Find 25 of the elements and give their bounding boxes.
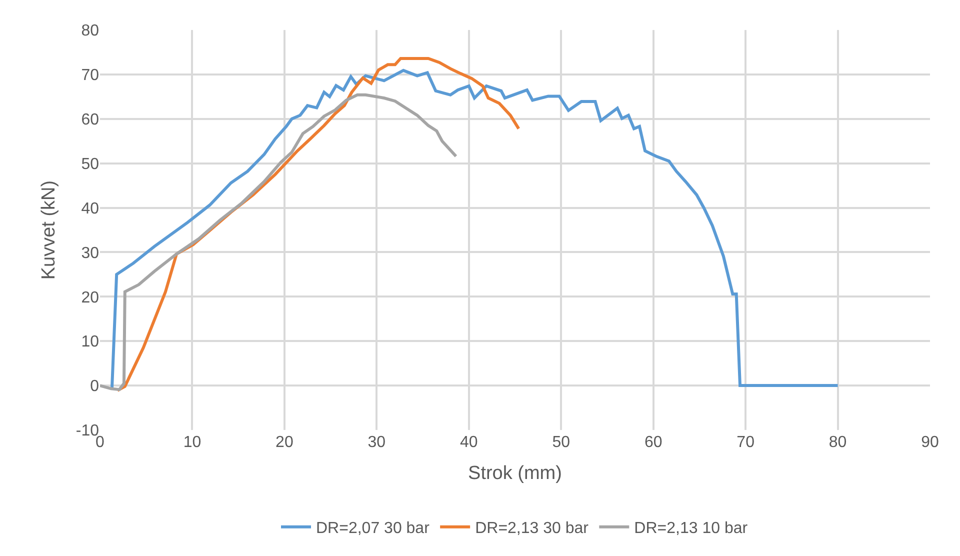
y-tick-label: 60: [81, 111, 100, 128]
line-series: [110, 68, 840, 390]
x-tick-label: 70: [736, 434, 755, 451]
y-tick-label: 80: [81, 22, 100, 40]
y-axis-title: Kuvvet (kN): [38, 180, 60, 280]
line-series: [100, 93, 458, 392]
x-tick-label: 20: [276, 434, 294, 451]
x-tick-label: 80: [828, 434, 847, 451]
y-tick-label: 50: [81, 156, 100, 173]
x-tick-label: 90: [921, 434, 939, 451]
y-tick-label: 70: [81, 67, 100, 84]
y-tick-label: 40: [81, 200, 100, 218]
x-tick-label: 30: [368, 434, 386, 451]
x-tick-label: 60: [644, 434, 662, 451]
x-tick-label: 50: [552, 434, 570, 451]
x-axis-title: Strok (mm): [468, 462, 562, 484]
legend-label: DR=2,13 30 bar: [475, 520, 590, 538]
x-tick-label: 10: [183, 434, 202, 451]
y-tick-label: 10: [81, 334, 100, 351]
legend-label: DR=2,07 30 bar: [316, 520, 430, 538]
y-tick-label: 20: [81, 289, 100, 306]
legend-label: DR=2,13 10 bar: [634, 520, 748, 538]
y-tick-label: 30: [81, 244, 100, 262]
y-tick-label: 0: [90, 378, 100, 396]
x-tick-label: 40: [460, 434, 478, 451]
